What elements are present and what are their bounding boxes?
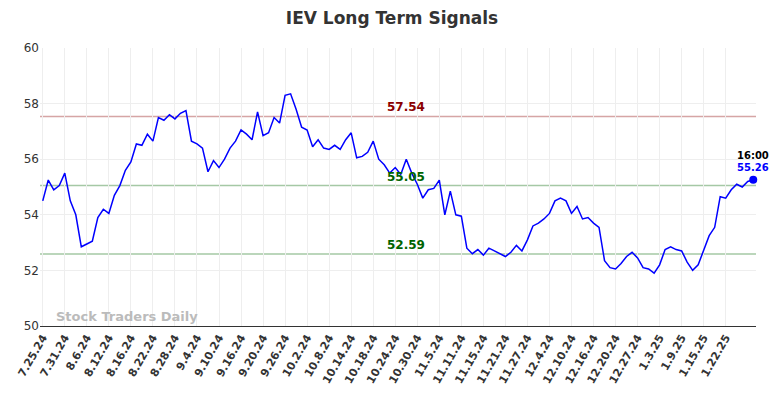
svg-text:1.9.25: 1.9.25 (658, 332, 689, 372)
svg-text:10.30.24: 10.30.24 (386, 332, 425, 386)
svg-text:1.22.25: 1.22.25 (698, 332, 733, 379)
svg-text:11.21.24: 11.21.24 (474, 332, 513, 386)
svg-text:55.05: 55.05 (387, 170, 425, 184)
svg-text:8.6.24: 8.6.24 (63, 332, 94, 373)
svg-text:12.4.24: 12.4.24 (522, 332, 557, 379)
svg-text:8.12.24: 8.12.24 (82, 332, 117, 379)
svg-text:52.59: 52.59 (387, 238, 425, 252)
svg-text:52: 52 (24, 264, 39, 278)
svg-text:10.14.24: 10.14.24 (320, 332, 359, 386)
svg-text:10.18.24: 10.18.24 (342, 332, 381, 386)
svg-text:Stock Traders Daily: Stock Traders Daily (56, 309, 198, 324)
svg-text:58: 58 (24, 97, 39, 111)
svg-text:12.20.24: 12.20.24 (585, 332, 624, 386)
svg-text:56: 56 (24, 152, 39, 166)
svg-text:9.10.24: 9.10.24 (192, 332, 227, 379)
svg-text:57.54: 57.54 (387, 100, 425, 114)
svg-text:1.15.25: 1.15.25 (676, 332, 711, 379)
svg-text:10.2.24: 10.2.24 (280, 332, 315, 379)
svg-text:1.3.25: 1.3.25 (636, 332, 667, 372)
svg-text:11.5.24: 11.5.24 (412, 332, 447, 379)
svg-text:50: 50 (24, 319, 39, 333)
svg-text:9.16.24: 9.16.24 (214, 332, 249, 379)
svg-text:16:00: 16:00 (737, 150, 769, 161)
svg-text:9.20.24: 9.20.24 (236, 332, 271, 379)
svg-text:11.15.24: 11.15.24 (452, 332, 491, 386)
svg-text:54: 54 (24, 208, 39, 222)
svg-text:12.10.24: 12.10.24 (540, 332, 579, 386)
svg-text:55.26: 55.26 (737, 162, 769, 173)
svg-text:10.8.24: 10.8.24 (302, 332, 337, 379)
svg-text:10.24.24: 10.24.24 (364, 332, 403, 386)
svg-text:8.16.24: 8.16.24 (104, 332, 139, 379)
svg-text:9.26.24: 9.26.24 (258, 332, 293, 379)
svg-text:12.27.24: 12.27.24 (607, 332, 646, 386)
svg-text:60: 60 (24, 41, 39, 55)
svg-text:7.25.24: 7.25.24 (16, 332, 51, 379)
svg-text:7.31.24: 7.31.24 (38, 332, 73, 379)
svg-text:IEV Long Term Signals: IEV Long Term Signals (286, 8, 498, 28)
svg-text:12.16.24: 12.16.24 (562, 332, 601, 386)
svg-text:8.28.24: 8.28.24 (148, 332, 183, 379)
svg-text:9.4.24: 9.4.24 (174, 332, 205, 373)
svg-text:11.11.24: 11.11.24 (430, 332, 469, 386)
svg-text:8.22.24: 8.22.24 (126, 332, 161, 379)
svg-text:11.27.24: 11.27.24 (496, 332, 535, 386)
